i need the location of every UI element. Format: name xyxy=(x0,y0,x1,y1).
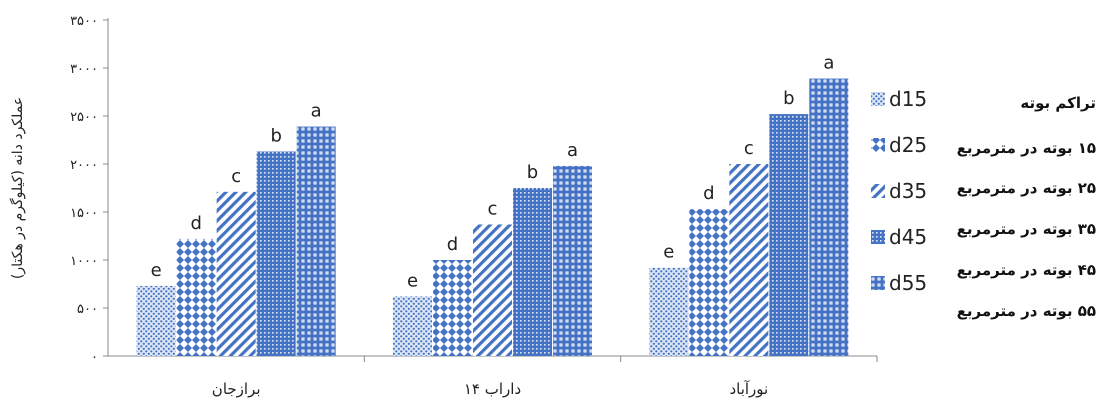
legend-swatch xyxy=(871,138,885,152)
bar-data-label: d xyxy=(703,183,714,204)
legend-swatch xyxy=(871,276,885,290)
x-category-label: نورآباد xyxy=(729,380,768,398)
bar-d25 xyxy=(689,209,729,356)
y-axis-title: عملکرد دانه (کیلوگرم در هکتار) xyxy=(9,97,26,279)
y-tick-label: ۳۰۰۰ xyxy=(70,62,98,77)
bar-d25 xyxy=(433,260,472,356)
legend-label: d45 xyxy=(889,225,927,249)
legend-note-title: تراکم بوته xyxy=(1020,94,1096,112)
bar-d15 xyxy=(393,296,432,356)
bar-d35 xyxy=(473,224,512,356)
bar-d15 xyxy=(649,267,689,356)
bar-data-label: d xyxy=(190,213,201,234)
legend-label: d35 xyxy=(889,179,927,203)
bar-data-label: b xyxy=(783,88,794,109)
bar-d45 xyxy=(256,151,296,356)
bar-d35 xyxy=(216,191,256,356)
bar-data-label: e xyxy=(151,260,162,281)
y-tick-label: ۰ xyxy=(91,350,98,365)
legend-swatch xyxy=(871,92,885,106)
x-category-label: داراب ۱۴ xyxy=(464,380,521,398)
y-tick-label: ۲۰۰۰ xyxy=(70,158,98,173)
bar-data-label: c xyxy=(744,138,754,159)
bar-data-label: d xyxy=(447,234,458,255)
legend-note-line: ۴۵ بوته در مترمربع xyxy=(956,261,1096,279)
legend-note-line: ۳۵ بوته در مترمربع xyxy=(956,220,1096,238)
bar-data-label: b xyxy=(270,126,281,147)
bar-data-label: a xyxy=(823,53,834,74)
bar-data-label: a xyxy=(567,140,578,161)
bar-data-label: e xyxy=(663,242,674,263)
legend-label: d15 xyxy=(889,87,927,111)
bar-d55 xyxy=(553,165,592,356)
bar-data-label: c xyxy=(488,198,498,219)
bar-d35 xyxy=(729,164,769,356)
bar-d45 xyxy=(513,188,552,356)
bar-d55 xyxy=(296,126,336,356)
legend-note-line: ۲۵ بوته در مترمربع xyxy=(956,179,1096,197)
y-tick-label: ۱۰۰۰ xyxy=(70,254,98,269)
legend-note-line: ۵۵ بوته در مترمربع xyxy=(956,302,1096,320)
legend: d15 d25 d35 d45 d55 xyxy=(871,87,927,295)
legend-swatch xyxy=(871,230,885,244)
bars xyxy=(136,78,849,356)
bar-d25 xyxy=(176,238,216,356)
bar-d45 xyxy=(769,114,809,356)
y-tick-label: ۳۵۰۰ xyxy=(70,14,98,29)
labels: ۰ ۵۰۰ ۱۰۰۰ ۱۵۰۰ ۲۰۰۰ ۲۵۰۰ ۳۰۰۰ ۳۵۰۰ عملکرد دانه … xyxy=(9,14,834,398)
bar-data-label: b xyxy=(527,162,538,183)
bar-d15 xyxy=(136,285,176,356)
legend-label: d25 xyxy=(889,133,927,157)
legend-note-line: ۱۵ بوته در مترمربع xyxy=(956,139,1096,157)
legend-label: d55 xyxy=(889,271,927,295)
y-tick-label: ۱۵۰۰ xyxy=(70,206,98,221)
y-tick-label: ۵۰۰ xyxy=(77,302,98,317)
x-category-label: برازجان xyxy=(212,380,261,398)
bar-data-label: a xyxy=(311,101,322,122)
bar-data-label: c xyxy=(231,166,241,187)
legend-swatch xyxy=(871,184,885,198)
bar-d55 xyxy=(809,78,849,356)
y-tick-label: ۲۵۰۰ xyxy=(70,110,98,125)
bar-data-label: e xyxy=(407,270,418,291)
